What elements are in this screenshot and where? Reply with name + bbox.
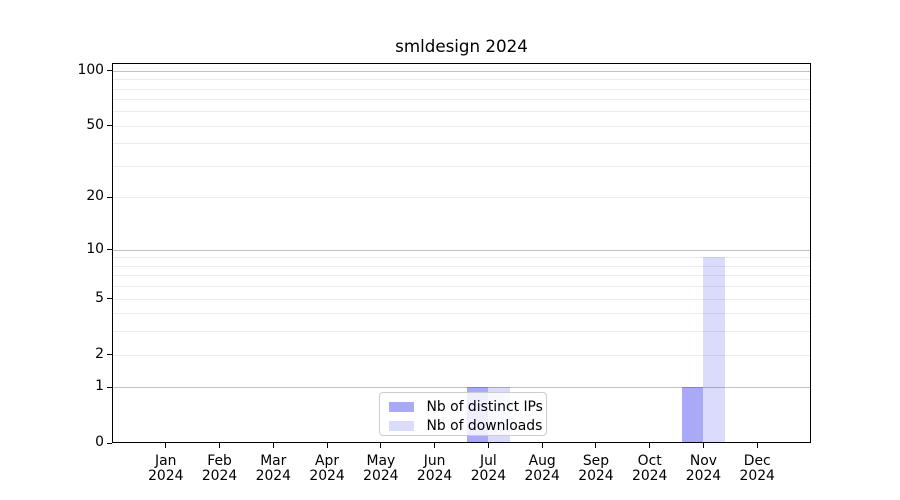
bar-nb-of-downloads-nov: [703, 257, 725, 444]
minor-gridline: [112, 331, 811, 333]
y-tick-mark: [107, 125, 112, 127]
x-tick-label: Jul 2024: [470, 452, 507, 485]
legend-item-label: Nb of downloads: [426, 417, 543, 434]
y-tick-mark: [107, 386, 112, 388]
major-gridline: [112, 70, 811, 72]
minor-gridline: [112, 257, 811, 259]
y-tick-label: 50: [86, 116, 104, 133]
x-tick-label: Oct 2024: [632, 452, 668, 485]
plot-area: [112, 63, 811, 444]
x-tick-mark: [595, 443, 597, 449]
x-tick-mark: [218, 443, 221, 449]
minor-gridline: [112, 286, 811, 288]
legend: Nb of distinct IPs Nb of downloads: [378, 392, 547, 436]
minor-gridline: [112, 354, 811, 356]
bar-nb-of-distinct-ips-nov: [681, 387, 704, 444]
x-tick-mark: [702, 443, 704, 449]
x-tick-label: Feb 2024: [201, 452, 238, 485]
minor-gridline: [112, 275, 811, 277]
x-tick-mark: [541, 443, 543, 449]
legend-item-label: Nb of distinct IPs: [426, 398, 543, 415]
y-tick-label: 2: [95, 345, 104, 362]
minor-gridline: [112, 111, 811, 113]
x-tick-label: Apr 2024: [309, 452, 345, 485]
minor-gridline: [112, 88, 811, 90]
minor-gridline: [112, 143, 811, 145]
x-tick-label: May 2024: [363, 452, 399, 485]
x-tick-mark: [165, 443, 167, 449]
minor-gridline: [112, 313, 811, 315]
y-tick-mark: [107, 298, 112, 300]
x-tick-label: Aug 2024: [524, 452, 560, 485]
y-tick-label: 5: [95, 289, 104, 306]
legend-item: Nb of downloads: [388, 417, 542, 434]
minor-gridline: [112, 79, 811, 81]
x-tick-label: Nov 2024: [685, 452, 722, 485]
x-tick-label: Jun 2024: [416, 452, 453, 485]
y-tick-label: 100: [77, 61, 104, 78]
y-tick-label: 1: [95, 378, 104, 395]
minor-gridline: [112, 265, 811, 267]
x-tick-mark: [487, 443, 489, 449]
legend-item: Nb of distinct IPs: [388, 398, 543, 415]
x-tick-label: Mar 2024: [255, 452, 291, 485]
y-tick-label: 20: [86, 188, 104, 205]
y-tick-label: 0: [95, 434, 104, 451]
y-tick-mark: [107, 249, 112, 251]
minor-gridline: [112, 125, 811, 127]
legend-swatch: [388, 420, 414, 431]
minor-gridline: [112, 99, 811, 101]
major-gridline: [112, 249, 811, 251]
y-tick-mark: [107, 442, 112, 444]
x-tick-mark: [272, 443, 274, 449]
x-tick-mark: [380, 443, 382, 449]
major-gridline: [112, 387, 811, 389]
y-tick-mark: [107, 70, 112, 72]
y-tick-label: 10: [86, 240, 104, 257]
y-tick-mark: [107, 196, 112, 199]
minor-gridline: [112, 166, 811, 168]
y-tick-mark: [107, 354, 112, 356]
minor-gridline: [112, 197, 811, 199]
x-tick-mark: [756, 443, 758, 449]
x-tick-label: Sep 2024: [578, 452, 614, 485]
x-tick-mark: [434, 443, 436, 449]
x-tick-mark: [326, 443, 328, 449]
x-tick-label: Dec 2024: [739, 452, 775, 485]
minor-gridline: [112, 298, 811, 300]
legend-swatch: [388, 401, 414, 412]
chart-title: smldesign 2024: [395, 36, 528, 56]
x-tick-mark: [649, 443, 651, 449]
x-tick-label: Jan 2024: [148, 452, 184, 485]
